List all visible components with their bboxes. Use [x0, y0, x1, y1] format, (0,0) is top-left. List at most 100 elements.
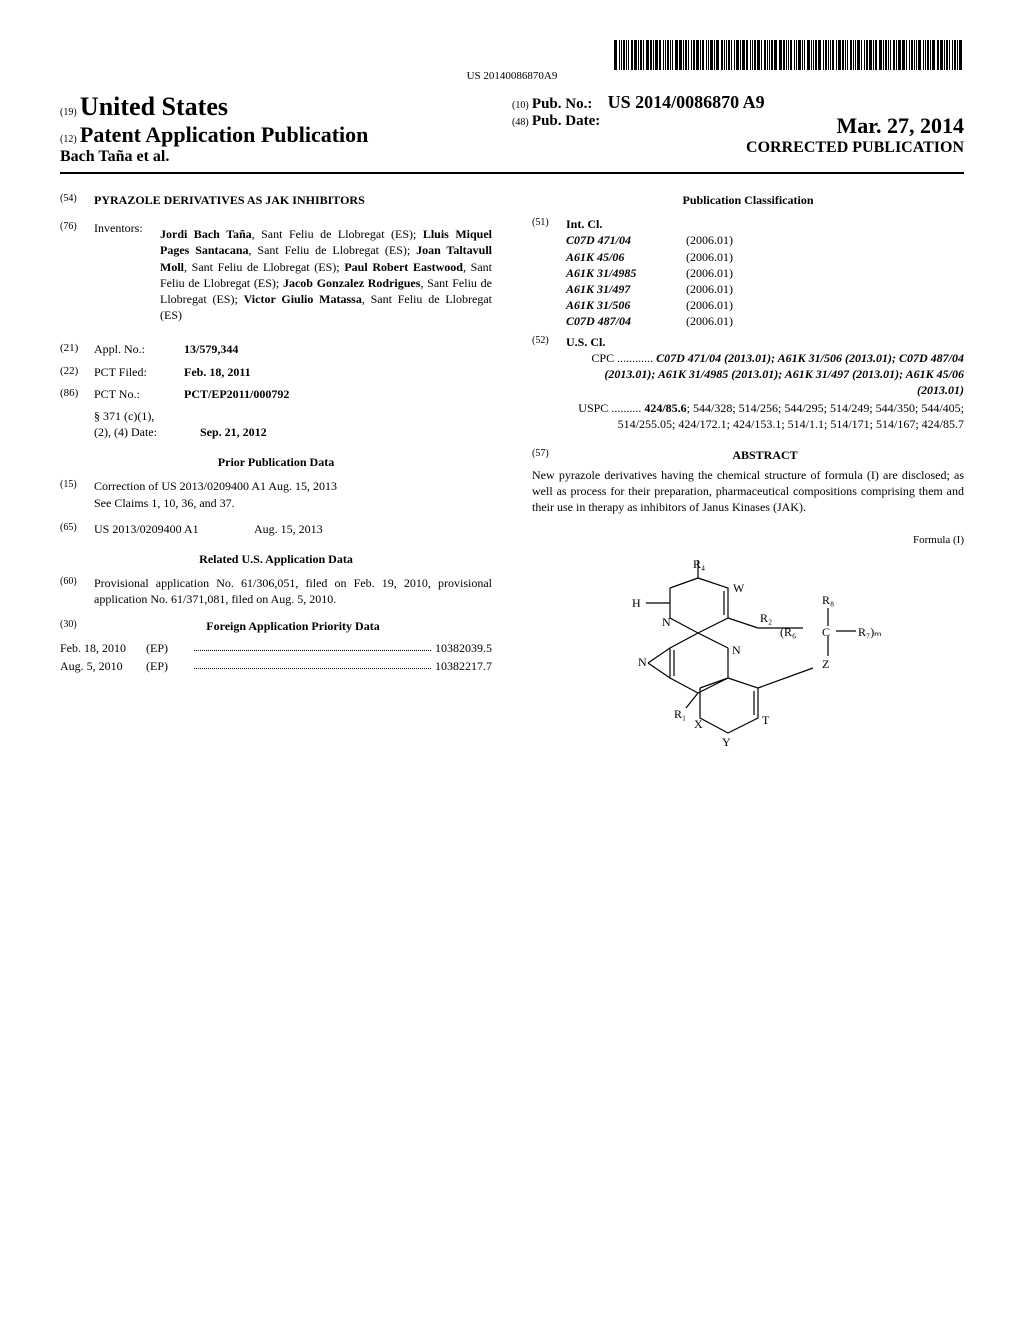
- barcode-number: US 20140086870A9: [60, 70, 964, 82]
- entry-code: (86): [60, 386, 94, 402]
- entry-label: PCT Filed:: [94, 364, 184, 380]
- intcl-year: (2006.01): [686, 313, 733, 329]
- related-title: Related U.S. Application Data: [60, 551, 492, 567]
- uspc-text: 424/85.6; 544/328; 514/256; 544/295; 514…: [618, 401, 964, 431]
- chem-t: T: [762, 713, 770, 727]
- header: (19) United States (12) Patent Applicati…: [60, 92, 964, 166]
- fap-title: Foreign Application Priority Data: [94, 618, 492, 634]
- entry-label: Appl. No.:: [94, 341, 184, 357]
- entry-val: PCT/EP2011/000792: [184, 386, 289, 402]
- inventors-label: Inventors:: [94, 220, 160, 335]
- chem-n1: N: [662, 615, 671, 629]
- chemical-structure: R₄ W H R₂ R₈ (R₆ C R₇)ₘ Z N N N R₁ X Y T: [608, 558, 888, 758]
- intcl-row: A61K 31/497(2006.01): [566, 281, 964, 297]
- intcl-sym: A61K 31/4985: [566, 265, 686, 281]
- fap-num: 10382217.7: [435, 658, 492, 674]
- chem-z: Z: [822, 657, 829, 671]
- entry-val: Feb. 18, 2011: [184, 364, 251, 380]
- doc-type: Patent Application Publication: [80, 122, 368, 147]
- code-76: (76): [60, 220, 94, 335]
- fap-date: Aug. 5, 2010: [60, 658, 146, 674]
- s371-line2: (2), (4) Date:: [94, 424, 200, 440]
- pub-class-title: Publication Classification: [532, 192, 964, 208]
- code-15: (15): [60, 478, 94, 510]
- intcl-row: A61K 31/4985(2006.01): [566, 265, 964, 281]
- fap-row: Aug. 5, 2010(EP) 10382217.7: [60, 658, 492, 674]
- chem-n2: N: [638, 655, 647, 669]
- intcl-sym: C07D 471/04: [566, 232, 686, 248]
- prior-pub-title: Prior Publication Data: [60, 454, 492, 470]
- code-60: (60): [60, 575, 94, 607]
- fap-date: Feb. 18, 2010: [60, 640, 146, 656]
- corrected-pub: CORRECTED PUBLICATION: [512, 139, 964, 157]
- entry-code: (21): [60, 341, 94, 357]
- s371-date: Sep. 21, 2012: [200, 424, 267, 440]
- biblio-entry: (21)Appl. No.:13/579,344: [60, 341, 492, 357]
- chem-c: C: [822, 625, 830, 639]
- entry-val: 13/579,344: [184, 341, 238, 357]
- inventor-name: Victor Giulio Matassa: [244, 292, 362, 306]
- formula-block: Formula (I): [532, 533, 964, 758]
- intcl-row: C07D 471/04(2006.01): [566, 232, 964, 248]
- abstract-label: ABSTRACT: [566, 447, 964, 463]
- intcl-year: (2006.01): [686, 297, 733, 313]
- chem-y: Y: [722, 735, 731, 749]
- chem-x: X: [694, 717, 703, 731]
- intcl-year: (2006.01): [686, 249, 733, 265]
- inventors-list: Jordi Bach Taña, Sant Feliu de Llobregat…: [160, 226, 492, 323]
- intcl-row: A61K 45/06(2006.01): [566, 249, 964, 265]
- chem-r7: R₇)ₘ: [858, 625, 882, 639]
- fap-num: 10382039.5: [435, 640, 492, 656]
- abstract-text: New pyrazole derivatives having the chem…: [532, 467, 964, 516]
- code-52: (52): [532, 334, 566, 350]
- fap-cc: (EP): [146, 640, 190, 656]
- intcl-year: (2006.01): [686, 281, 733, 297]
- code-48: (48): [512, 117, 529, 128]
- intcl-sym: A61K 45/06: [566, 249, 686, 265]
- intcl-row: A61K 31/506(2006.01): [566, 297, 964, 313]
- invention-title: PYRAZOLE DERIVATIVES AS JAK INHIBITORS: [94, 192, 365, 208]
- code-57: (57): [532, 447, 566, 463]
- code-51: (51): [532, 216, 566, 232]
- intcl-sym: C07D 487/04: [566, 313, 686, 329]
- uspc-label: USPC: [578, 401, 608, 415]
- code-10: (10): [512, 100, 529, 111]
- chem-h: H: [632, 596, 641, 610]
- left-column: (54) PYRAZOLE DERIVATIVES AS JAK INHIBIT…: [60, 192, 492, 758]
- chem-r1: R₁: [674, 707, 686, 721]
- right-column: Publication Classification (51) Int. Cl.…: [532, 192, 964, 758]
- cpc-text: C07D 471/04 (2013.01); A61K 31/506 (2013…: [604, 351, 964, 397]
- entry-code: (22): [60, 364, 94, 380]
- correction-15: Correction of US 2013/0209400 A1 Aug. 15…: [94, 478, 337, 494]
- intcl-sym: A61K 31/497: [566, 281, 686, 297]
- chem-r8: R₈: [822, 593, 834, 607]
- see-15: See Claims 1, 10, 36, and 37.: [94, 495, 337, 511]
- uscl-label: U.S. Cl.: [566, 334, 605, 350]
- code-19: (19): [60, 107, 77, 118]
- entry-label: PCT No.:: [94, 386, 184, 402]
- biblio-entry: (86)PCT No.:PCT/EP2011/000792: [60, 386, 492, 402]
- fap-row: Feb. 18, 2010(EP) 10382039.5: [60, 640, 492, 656]
- barcode-block: // generate barcode-looking stripes (fun…: [60, 40, 964, 82]
- inventor-name: Jacob Gonzalez Rodrigues: [283, 276, 420, 290]
- intcl-row: C07D 487/04(2006.01): [566, 313, 964, 329]
- intcl-label: Int. Cl.: [566, 216, 602, 232]
- barcode-stripes: // generate barcode-looking stripes (fun…: [614, 40, 964, 70]
- pub-no-label: Pub. No.:: [532, 96, 592, 112]
- fap-dots: [194, 658, 431, 669]
- pub-no: US 2014/0086870 A9: [608, 92, 765, 112]
- s371-line1: § 371 (c)(1),: [94, 408, 200, 424]
- cpc-block: CPC ............ C07D 471/04 (2013.01); …: [566, 350, 964, 399]
- fap-cc: (EP): [146, 658, 190, 674]
- chem-r4: R₄: [693, 558, 705, 571]
- inventor-name: Paul Robert Eastwood: [344, 260, 463, 274]
- header-authors: Bach Taña et al.: [60, 148, 512, 166]
- code-65: (65): [60, 521, 94, 537]
- fap-dots: [194, 640, 431, 651]
- pub-date: Mar. 27, 2014: [836, 113, 964, 139]
- val-65b: Aug. 15, 2013: [254, 521, 323, 537]
- intcl-year: (2006.01): [686, 265, 733, 281]
- chem-w: W: [733, 581, 745, 595]
- chem-r2: R₂: [760, 611, 772, 625]
- val-65a: US 2013/0209400 A1: [94, 521, 254, 537]
